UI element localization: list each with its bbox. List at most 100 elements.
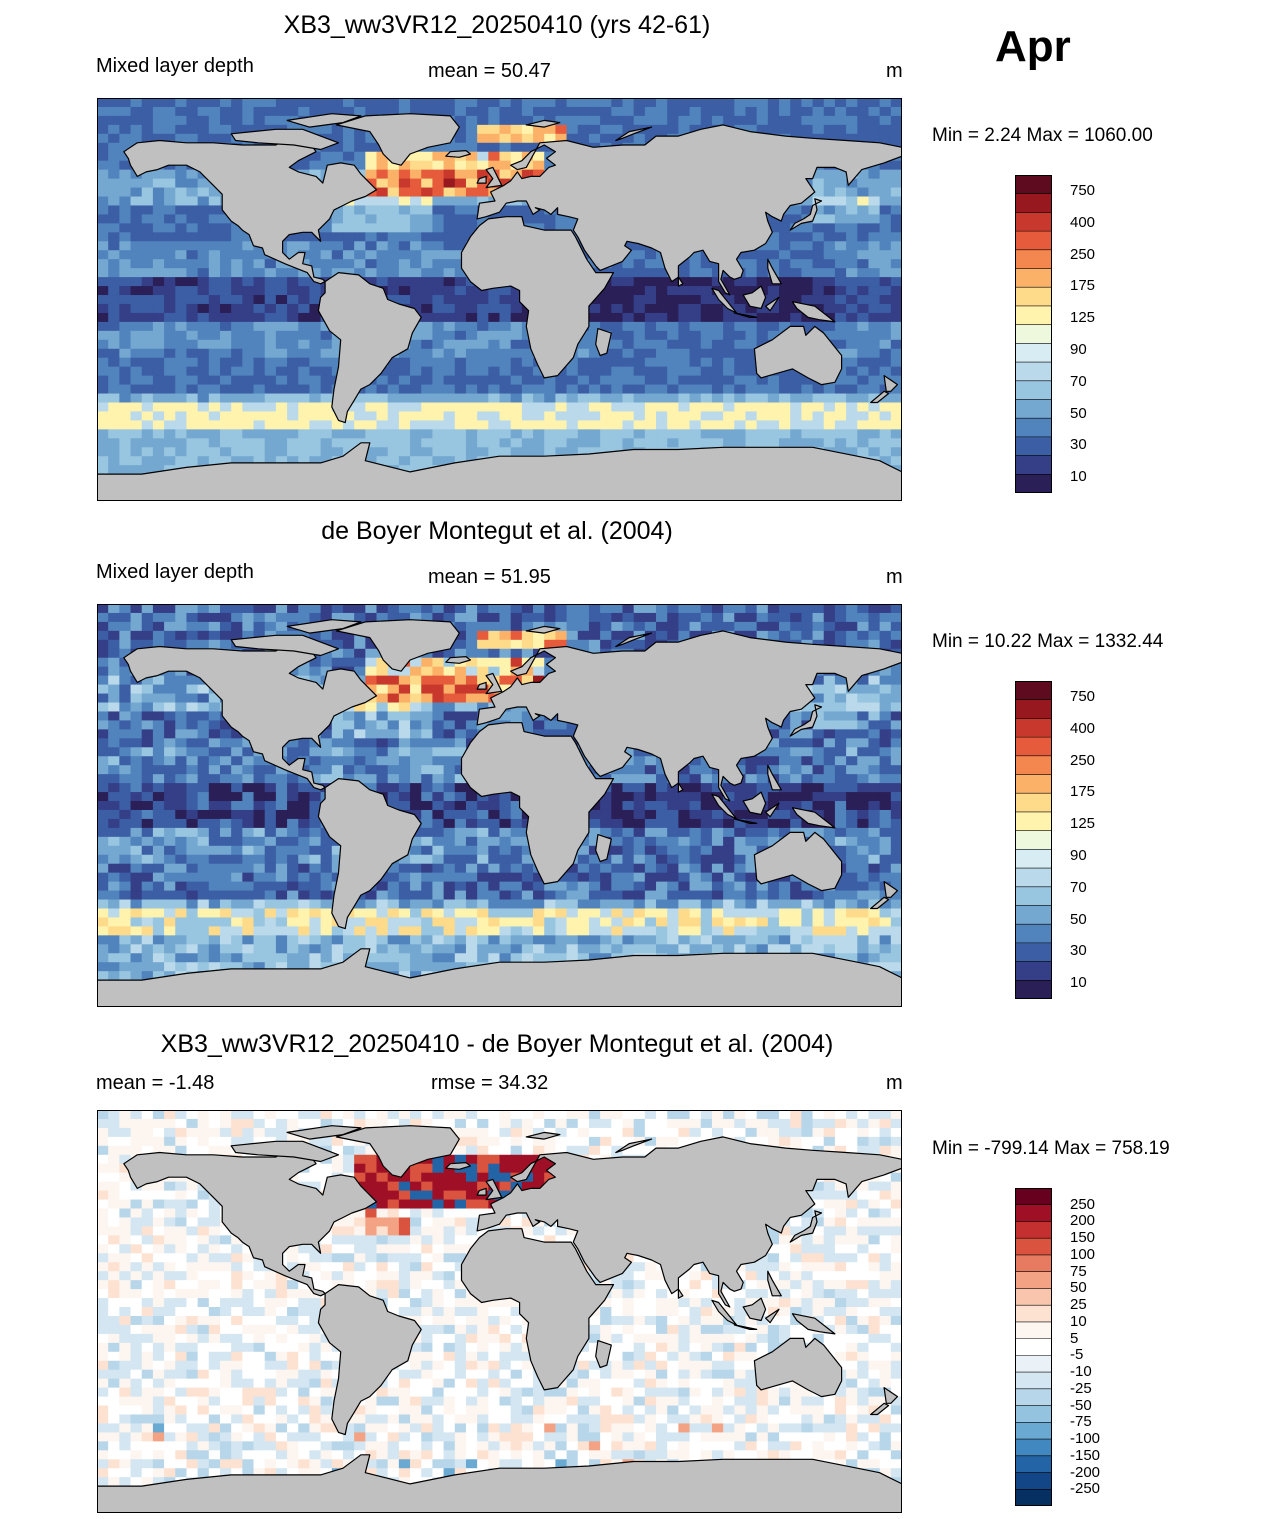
ocean-cell	[868, 402, 881, 413]
ocean-cell	[287, 312, 299, 323]
ocean-cell	[119, 133, 132, 144]
ocean-cell	[868, 792, 881, 802]
ocean-cell	[667, 384, 679, 395]
ocean-cell	[208, 438, 221, 448]
ocean-cell	[622, 277, 635, 287]
ocean-cell	[745, 756, 758, 766]
ocean-cell	[432, 196, 445, 207]
ocean-cell	[432, 711, 445, 722]
ocean-cell	[152, 205, 165, 216]
ocean-cell	[108, 259, 120, 269]
ocean-cell	[175, 98, 188, 108]
ocean-cell	[868, 295, 881, 305]
ocean-cell	[767, 720, 780, 730]
ocean-cell	[275, 792, 288, 802]
ocean-cell	[398, 783, 411, 793]
ocean-cell	[108, 447, 120, 457]
ocean-cell	[644, 321, 657, 332]
ocean-cell	[175, 456, 188, 466]
ocean-cell	[600, 438, 612, 448]
ocean-cell	[130, 98, 143, 108]
ocean-cell	[890, 684, 902, 695]
ocean-cell	[611, 321, 624, 332]
ocean-cell	[790, 402, 802, 413]
ocean-cell	[890, 729, 902, 739]
ocean-cell	[432, 259, 445, 269]
ocean-cell	[253, 312, 266, 323]
ocean-cell	[97, 612, 109, 623]
ocean-cell	[834, 303, 847, 314]
ocean-cell	[689, 420, 702, 430]
land-polygon	[615, 126, 653, 142]
ocean-cell	[108, 666, 120, 677]
ocean-cell	[242, 321, 255, 332]
ocean-cell	[846, 438, 858, 448]
ocean-cell	[622, 783, 635, 793]
ocean-cell	[97, 702, 109, 713]
ocean-cell	[309, 106, 322, 117]
ocean-cell	[242, 756, 255, 766]
ocean-cell	[342, 259, 355, 269]
ocean-cell	[588, 312, 601, 323]
ocean-cell	[868, 312, 881, 323]
ocean-cell	[152, 675, 165, 686]
ocean-cell	[823, 604, 836, 614]
ocean-cell	[678, 375, 691, 386]
ocean-cell	[622, 765, 635, 775]
ocean-cell	[767, 756, 780, 766]
ocean-cell	[108, 456, 120, 466]
ocean-cell	[242, 232, 255, 242]
ocean-cell	[387, 250, 400, 260]
ocean-cell	[667, 330, 679, 341]
ocean-cell	[566, 124, 579, 135]
ocean-cell	[376, 447, 389, 457]
ocean-cell	[242, 357, 255, 368]
ocean-cell	[611, 612, 624, 623]
ocean-cell	[287, 438, 299, 448]
ocean-cell	[365, 438, 378, 448]
ocean-cell	[499, 684, 512, 695]
ocean-cell	[868, 348, 881, 359]
ocean-cell	[421, 612, 434, 623]
ocean-cell	[97, 792, 109, 802]
ocean-cell	[834, 693, 847, 704]
ocean-cell	[398, 447, 411, 457]
ocean-cell	[510, 303, 523, 314]
ocean-cell	[846, 375, 858, 386]
ocean-cell	[890, 666, 902, 677]
ocean-cell	[622, 312, 635, 323]
ocean-cell	[264, 366, 277, 377]
ocean-cell	[790, 720, 802, 730]
ocean-cell	[141, 187, 154, 198]
ocean-cell	[879, 729, 892, 739]
ocean-cell	[544, 447, 557, 457]
ocean-cell	[622, 366, 635, 377]
ocean-cell	[376, 765, 389, 775]
ocean-cell	[164, 178, 176, 189]
ocean-cell	[723, 438, 735, 448]
ocean-cell	[577, 339, 590, 350]
ocean-cell	[890, 420, 902, 430]
land-polygon	[317, 272, 422, 424]
ocean-cell	[398, 259, 411, 269]
ocean-cell	[443, 223, 456, 233]
ocean-cell	[421, 277, 434, 287]
ocean-cell	[890, 214, 902, 224]
ocean-cell	[264, 393, 277, 404]
ocean-cell	[656, 774, 668, 784]
ocean-cell	[197, 393, 210, 404]
ocean-cell	[633, 366, 646, 377]
ocean-cell	[756, 106, 769, 117]
land-polygon	[742, 285, 767, 310]
ocean-cell	[689, 612, 702, 623]
ocean-cell	[365, 196, 378, 207]
ocean-cell	[689, 792, 702, 802]
ocean-cell	[823, 639, 836, 650]
ocean-cell	[376, 223, 389, 233]
ocean-cell	[857, 223, 870, 233]
ocean-cell	[342, 720, 355, 730]
ocean-cell	[611, 357, 624, 368]
ocean-cell	[242, 98, 255, 108]
ocean-cell	[745, 402, 758, 413]
ocean-cell	[756, 268, 769, 278]
